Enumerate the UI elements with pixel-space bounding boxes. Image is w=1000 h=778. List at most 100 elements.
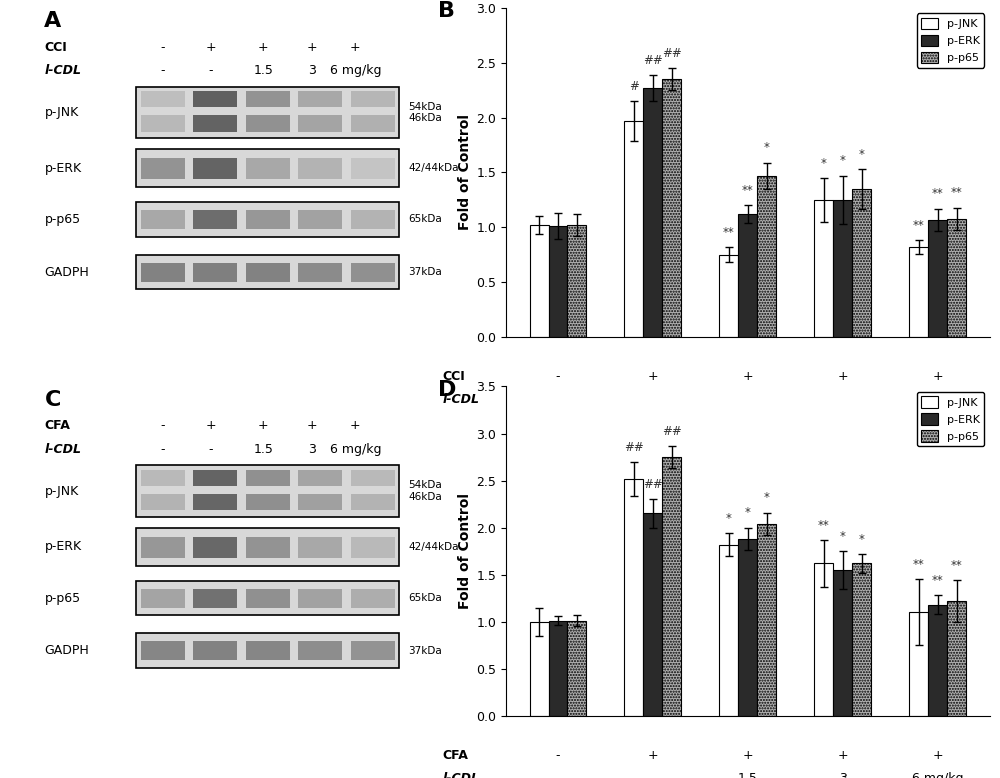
Text: **: ** [818, 519, 830, 531]
Text: CFA: CFA [44, 419, 70, 433]
Bar [351, 589, 395, 608]
Bar [136, 528, 399, 566]
Bar [298, 494, 342, 510]
Bar [567, 621, 586, 716]
Bar [298, 641, 342, 661]
Bar [141, 210, 185, 229]
Bar [738, 539, 757, 716]
Text: 65kDa: 65kDa [408, 593, 442, 603]
Text: *: * [764, 491, 770, 504]
Text: +: + [932, 748, 943, 762]
Bar [530, 622, 549, 716]
Bar [719, 254, 738, 337]
Text: -: - [160, 40, 165, 54]
Bar [246, 158, 290, 179]
Bar [136, 87, 399, 138]
Bar [549, 226, 567, 337]
Bar [246, 641, 290, 661]
Bar [246, 91, 290, 107]
Text: CCI: CCI [443, 370, 466, 383]
Text: **: ** [913, 219, 925, 233]
Text: +: + [648, 748, 658, 762]
Text: 42/44kDa: 42/44kDa [408, 542, 459, 552]
Bar [351, 470, 395, 486]
Bar [757, 176, 776, 337]
Text: **: ** [951, 186, 963, 199]
Text: 3: 3 [308, 443, 316, 456]
Bar [814, 200, 833, 337]
Bar [298, 91, 342, 107]
Text: ##: ## [643, 478, 663, 491]
Text: *: * [840, 530, 846, 543]
Bar [193, 210, 237, 229]
Text: 54kDa
46kDa: 54kDa 46kDa [408, 102, 442, 123]
Bar [624, 121, 643, 337]
Text: *: * [859, 533, 865, 545]
Bar [246, 537, 290, 558]
Bar [298, 263, 342, 282]
Text: -: - [160, 64, 165, 77]
Bar [351, 494, 395, 510]
Text: 1.5: 1.5 [253, 443, 273, 456]
Bar [757, 524, 776, 716]
Bar [136, 580, 399, 615]
Text: 65kDa: 65kDa [408, 215, 442, 224]
Bar [852, 189, 871, 337]
Text: ##: ## [662, 425, 682, 437]
Text: 3: 3 [308, 64, 316, 77]
Bar [246, 494, 290, 510]
Text: 6 mg/kg: 6 mg/kg [912, 393, 964, 406]
Bar [136, 149, 399, 187]
Bar [947, 219, 966, 337]
Text: p-p65: p-p65 [44, 213, 81, 226]
Y-axis label: Fold of Control: Fold of Control [458, 493, 472, 609]
Text: +: + [932, 370, 943, 383]
Bar [662, 79, 681, 337]
Text: CFA: CFA [443, 748, 469, 762]
Text: **: ** [723, 226, 735, 239]
Bar [141, 589, 185, 608]
Text: **: ** [951, 559, 963, 572]
Text: **: ** [932, 574, 944, 587]
Bar [136, 465, 399, 517]
Text: +: + [350, 419, 361, 433]
Bar [136, 202, 399, 237]
Text: **: ** [913, 558, 925, 571]
Bar [141, 470, 185, 486]
Text: *: * [764, 142, 770, 154]
Bar [351, 263, 395, 282]
Text: B: B [438, 2, 455, 21]
Text: 6 mg/kg: 6 mg/kg [330, 443, 381, 456]
Text: p-ERK: p-ERK [44, 541, 82, 553]
Text: GADPH: GADPH [44, 644, 89, 657]
Bar [193, 494, 237, 510]
Bar [193, 263, 237, 282]
Text: +: + [206, 419, 216, 433]
Text: +: + [258, 40, 269, 54]
Bar [298, 537, 342, 558]
Bar [193, 91, 237, 107]
Y-axis label: Fold of Control: Fold of Control [458, 114, 472, 230]
Bar [141, 494, 185, 510]
Bar [928, 219, 947, 337]
Bar [193, 470, 237, 486]
Text: -: - [209, 443, 213, 456]
Text: 37kDa: 37kDa [408, 646, 442, 656]
Text: +: + [648, 370, 658, 383]
Bar [193, 158, 237, 179]
Bar [193, 537, 237, 558]
Text: p-JNK: p-JNK [44, 485, 79, 497]
Bar [351, 91, 395, 107]
Bar [567, 225, 586, 337]
Bar [351, 641, 395, 661]
Bar [662, 457, 681, 716]
Text: l-CDL: l-CDL [44, 64, 81, 77]
Bar [246, 210, 290, 229]
Legend: p-JNK, p-ERK, p-p65: p-JNK, p-ERK, p-p65 [917, 13, 984, 68]
Text: p-ERK: p-ERK [44, 162, 82, 175]
Text: +: + [838, 748, 848, 762]
Text: +: + [743, 748, 753, 762]
Text: -: - [651, 772, 655, 778]
Bar [193, 115, 237, 131]
Bar [141, 91, 185, 107]
